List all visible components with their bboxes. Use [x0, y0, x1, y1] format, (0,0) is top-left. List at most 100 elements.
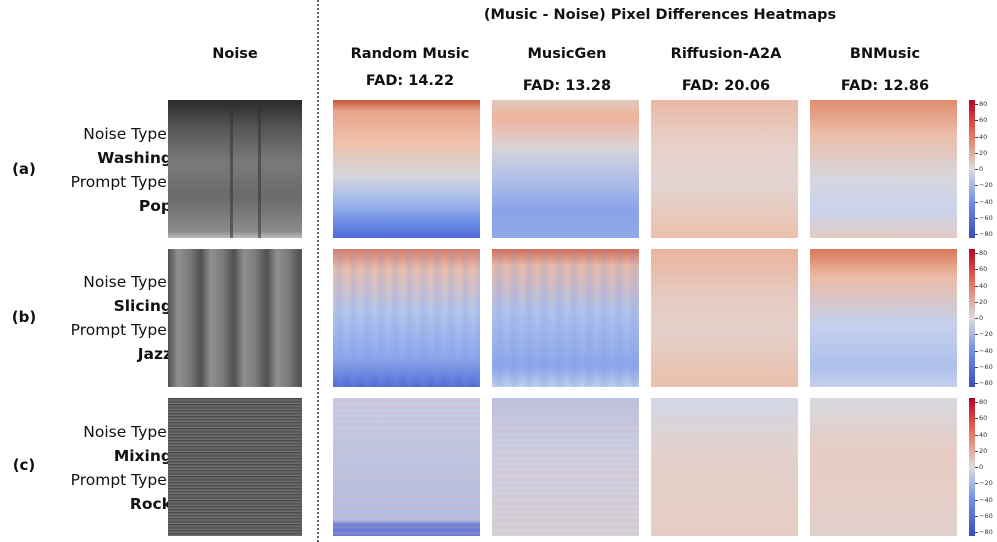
colorbar-tick-label: 80 — [979, 398, 988, 406]
colorbar-tick-label: −80 — [979, 528, 993, 536]
method-header-random-music: Random Music — [350, 46, 470, 62]
colorbar-tick-mark — [975, 153, 978, 154]
colorbar-tick-label: 0 — [979, 463, 984, 471]
figure-title: (Music - Noise) Pixel Differences Heatma… — [483, 7, 837, 23]
colorbar-tick-mark — [975, 367, 978, 368]
colorbar-row-c — [969, 398, 975, 536]
colorbar-tick-mark — [975, 435, 978, 436]
colorbar-tick-mark — [975, 418, 978, 419]
colorbar-row-a — [969, 100, 975, 238]
row-label-a: (a) — [12, 160, 36, 178]
heatmap-musicgen-slicing — [492, 249, 639, 387]
colorbar-tick-mark — [975, 351, 978, 352]
prompt-type-value: Rock — [129, 495, 172, 513]
prompt-type-label: Prompt Type: — [70, 173, 172, 191]
fad-score-bnmusic: FAD: 12.86 — [840, 78, 930, 94]
colorbar-row-b — [969, 249, 975, 387]
colorbar-tick-label: 60 — [979, 265, 988, 273]
colorbar-tick-mark — [975, 169, 978, 170]
heatmap-musicgen-washing — [492, 100, 639, 238]
colorbar-tick-label: −40 — [979, 496, 993, 504]
method-header-riffusion-a2a: Riffusion-A2A — [670, 46, 782, 62]
heatmap-riffusion-a2a-mixing — [651, 398, 798, 536]
row-description-a: Noise Type: Washing Prompt Type: Pop — [44, 122, 172, 218]
colorbar-tick-mark — [975, 383, 978, 384]
colorbar-tick-label: −80 — [979, 379, 993, 387]
row-label-b: (b) — [11, 308, 37, 326]
heatmap-random-music-mixing — [333, 398, 480, 536]
heatmap-bnmusic-washing — [810, 100, 957, 238]
noise-spectrogram-slicing — [168, 249, 302, 387]
method-header-musicgen: MusicGen — [527, 46, 607, 62]
heatmap-bnmusic-slicing — [810, 249, 957, 387]
colorbar-tick-label: 60 — [979, 116, 988, 124]
noise-type-label: Noise Type: — [83, 423, 172, 441]
colorbar-tick-label: 20 — [979, 447, 988, 455]
noise-spectrogram-mixing — [168, 398, 302, 536]
spectrogram-band — [230, 100, 233, 238]
colorbar-tick-label: −80 — [979, 230, 993, 238]
colorbar-tick-label: 20 — [979, 149, 988, 157]
colorbar-tick-mark — [975, 334, 978, 335]
prompt-type-value: Pop — [138, 197, 172, 215]
row-description-c: Noise Type: Mixing Prompt Type: Rock — [44, 420, 172, 516]
noise-type-value: Washing — [97, 149, 172, 167]
prompt-type-label: Prompt Type: — [70, 471, 172, 489]
colorbar-tick-label: 40 — [979, 133, 988, 141]
column-divider — [317, 0, 319, 542]
colorbar-tick-mark — [975, 104, 978, 105]
colorbar-tick-mark — [975, 483, 978, 484]
noise-type-value: Mixing — [113, 447, 172, 465]
noise-type-value: Slicing — [113, 297, 172, 315]
colorbar-tick-mark — [975, 218, 978, 219]
noise-spectrogram-washing — [168, 100, 302, 238]
colorbar-tick-mark — [975, 302, 978, 303]
fad-score-musicgen: FAD: 13.28 — [522, 78, 612, 94]
prompt-type-label: Prompt Type: — [70, 321, 172, 339]
heatmap-bnmusic-mixing — [810, 398, 957, 536]
colorbar-tick-mark — [975, 532, 978, 533]
colorbar-tick-label: 40 — [979, 282, 988, 290]
colorbar-tick-mark — [975, 120, 978, 121]
noise-column-header: Noise — [212, 46, 258, 62]
colorbar-tick-mark — [975, 137, 978, 138]
method-header-bnmusic: BNMusic — [849, 46, 921, 62]
colorbar-tick-label: −60 — [979, 363, 993, 371]
fad-score-random-music: FAD: 14.22 — [365, 73, 455, 89]
colorbar-tick-label: 80 — [979, 249, 988, 257]
row-description-b: Noise Type: Slicing Prompt Type: Jazz — [44, 270, 172, 366]
spectrogram-band — [258, 100, 261, 238]
fad-score-riffusion-a2a: FAD: 20.06 — [681, 78, 771, 94]
colorbar-tick-mark — [975, 253, 978, 254]
colorbar-tick-label: 20 — [979, 298, 988, 306]
colorbar-tick-label: 80 — [979, 100, 988, 108]
colorbar-tick-mark — [975, 286, 978, 287]
noise-type-label: Noise Type: — [83, 125, 172, 143]
colorbar-tick-label: 0 — [979, 314, 984, 322]
colorbar-tick-label: −20 — [979, 181, 993, 189]
colorbar-tick-label: −20 — [979, 330, 993, 338]
noise-type-label: Noise Type: — [83, 273, 172, 291]
colorbar-tick-label: 60 — [979, 414, 988, 422]
heatmap-riffusion-a2a-washing — [651, 100, 798, 238]
colorbar-tick-label: −40 — [979, 347, 993, 355]
heatmap-musicgen-mixing — [492, 398, 639, 536]
colorbar-tick-mark — [975, 451, 978, 452]
prompt-type-value: Jazz — [137, 345, 172, 363]
colorbar-tick-mark — [975, 500, 978, 501]
colorbar-tick-label: −20 — [979, 479, 993, 487]
heatmap-random-music-washing — [333, 100, 480, 238]
colorbar-tick-label: 40 — [979, 431, 988, 439]
heatmap-random-music-slicing — [333, 249, 480, 387]
row-label-c: (c) — [12, 456, 36, 474]
colorbar-tick-mark — [975, 234, 978, 235]
colorbar-tick-label: −60 — [979, 512, 993, 520]
colorbar-tick-mark — [975, 318, 978, 319]
colorbar-tick-mark — [975, 185, 978, 186]
colorbar-tick-mark — [975, 269, 978, 270]
colorbar-tick-mark — [975, 467, 978, 468]
colorbar-tick-label: −60 — [979, 214, 993, 222]
colorbar-tick-label: −40 — [979, 198, 993, 206]
heatmap-riffusion-a2a-slicing — [651, 249, 798, 387]
colorbar-tick-mark — [975, 402, 978, 403]
